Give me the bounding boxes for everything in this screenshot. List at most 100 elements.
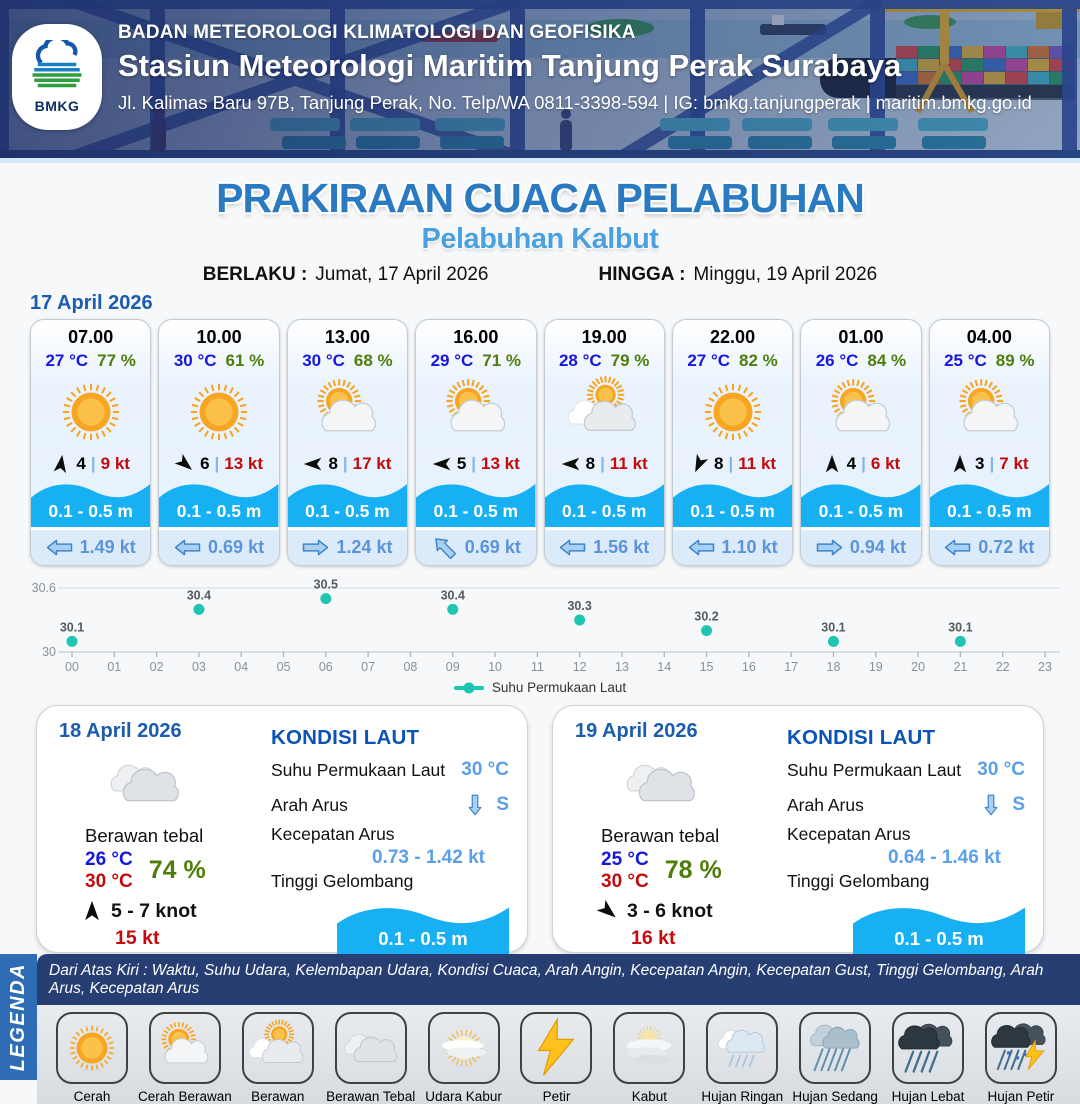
day-humidity: 74 % [148,856,206,885]
svg-text:30: 30 [42,645,56,659]
svg-text:30.2: 30.2 [694,610,718,624]
forecast-date: 17 April 2026 [30,292,153,314]
card-temperature: 26 °C [815,351,859,370]
sst-value: 30 °C [977,759,1025,780]
weather-card: 01.00 26 °C 84 % 4 | 6 kt 0.1 - 0.5 m 0.… [800,319,922,566]
day-wind-direction-icon [81,900,103,922]
legend-icon [241,1012,314,1084]
svg-text:23: 23 [1038,660,1052,674]
day-humidity: 78 % [664,856,722,885]
svg-text:04: 04 [234,660,248,674]
bmkg-logo-text: BMKG [34,98,80,114]
svg-text:00: 00 [65,660,79,674]
wave-band: 0.1 - 0.5 m [801,474,921,527]
legend-label: Petir [542,1089,571,1104]
svg-text:30.1: 30.1 [948,620,972,634]
legend-item: Hujan Lebat [883,1012,973,1104]
day-wind-range: 5 - 7 knot [111,899,197,922]
berlaku-label: BERLAKU : [202,264,308,285]
wave-band: 0.1 - 0.5 m [416,474,536,527]
day-temp-min: 26 °C [85,849,133,870]
current-speed: 1.56 kt [593,536,650,557]
weather-icon [673,371,792,454]
berlaku: BERLAKU : Jumat, 17 April 2026 [203,264,489,286]
card-humidity: 89 % [995,351,1035,370]
legend-bar: LEGENDA Dari Atas Kiri : Waktu, Suhu Uda… [0,954,1080,1104]
wind-direction-icon [174,453,195,474]
weather-icon [930,371,1049,454]
weather-icon [545,371,664,454]
legend-icon [706,1012,779,1084]
sst-chart-canvas: 00 01 02 03 04 05 06 07 08 09 10 11 12 13 14 15 16 17 18 19… [32,578,1060,674]
current-speed: 0.94 kt [849,536,906,557]
legend-label: Berawan Tebal [326,1089,416,1104]
wave-height: 0.1 - 0.5 m [818,500,904,521]
weather-icon [801,371,920,454]
legend-item: Berawan [233,1012,323,1104]
legend-icon [613,1012,686,1084]
sst-label: Suhu Permukaan Laut [271,759,446,780]
wave-band: 0.1 - 0.5 m [31,474,151,527]
arah-arus-value: S [1012,794,1025,815]
card-temperature: 30 °C [173,351,217,370]
day-wave-height: 0.1 - 0.5 m [378,928,468,949]
legend-icon [334,1012,407,1084]
card-temperature: 30 °C [302,351,345,370]
separator: | [342,453,348,473]
svg-text:30.1: 30.1 [60,620,84,634]
legend-label: Hujan Lebat [891,1089,965,1104]
legend-icon [520,1012,593,1084]
wave-height: 0.1 - 0.5 m [176,500,262,521]
legend-item: Kabut [604,1012,694,1104]
arah-arus-label: Arah Arus [271,794,348,815]
header-divider [0,158,1080,163]
card-temperature: 25 °C [944,351,987,370]
svg-text:14: 14 [657,660,671,674]
tinggi-gelombang-label: Tinggi Gelombang [787,871,930,891]
wave-height: 0.1 - 0.5 m [946,500,1032,521]
legend-icon [799,1012,872,1084]
tinggi-gelombang-label: Tinggi Gelombang [271,871,414,891]
current-direction-icon [174,538,201,557]
card-humidity: 82 % [739,351,778,370]
gust-speed: 13 kt [224,453,264,473]
card-humidity: 84 % [867,351,907,370]
wind-speed: 4 [76,453,86,473]
card-time: 13.00 [324,327,370,347]
card-time: 19.00 [581,327,627,347]
legend-icons-row: Cerah Cerah Berawan Berawan Berawan Teba… [37,1005,1080,1104]
card-humidity: 77 % [97,351,136,370]
weather-card: 10.00 30 °C 61 % 6 | 13 kt 0.1 - 0.5 m 0… [158,319,280,566]
svg-text:11: 11 [531,660,544,674]
card-temperature: 28 °C [558,351,602,370]
svg-text:30.4: 30.4 [441,588,465,602]
legend-item: Hujan Ringan [697,1012,787,1104]
current-direction-icon [559,538,586,557]
validity-row: BERLAKU : Jumat, 17 April 2026 HINGGA : Mi… [0,264,1080,286]
chart-legend: Suhu Permukaan Laut [0,680,1080,695]
svg-text:19: 19 [869,660,883,674]
day-card: 19 April 2026 Berawan tebal 25 °C 30 °C … [552,705,1044,958]
svg-text:03: 03 [192,660,206,674]
svg-text:30.6: 30.6 [32,581,56,595]
hingga-label: HINGGA : [598,264,686,285]
legend-item: Hujan Petir [976,1012,1066,1104]
svg-text:10: 10 [488,660,502,674]
kecepatan-arus-label: Kecepatan Arus [787,824,911,844]
current-speed: 0.69 kt [464,536,521,557]
weather-icon [31,371,150,454]
daily-cards: 18 April 2026 Berawan tebal 26 °C 30 °C … [36,705,1044,958]
legend-label: Hujan Ringan [701,1089,784,1104]
svg-text:30.4: 30.4 [187,588,211,602]
gust-speed: 7 kt [999,453,1029,473]
weather-card: 04.00 25 °C 89 % 3 | 7 kt 0.1 - 0.5 m 0.… [928,319,1050,566]
arah-arus-value: S [496,794,509,815]
card-time: 04.00 [966,327,1012,347]
separator: | [90,453,96,473]
current-speed: 1.24 kt [336,536,393,557]
wind-speed: 8 [585,453,596,473]
current-speed: 1.10 kt [721,536,778,557]
arah-arus-label: Arah Arus [787,794,864,815]
svg-text:05: 05 [277,660,291,674]
svg-text:06: 06 [319,660,333,674]
